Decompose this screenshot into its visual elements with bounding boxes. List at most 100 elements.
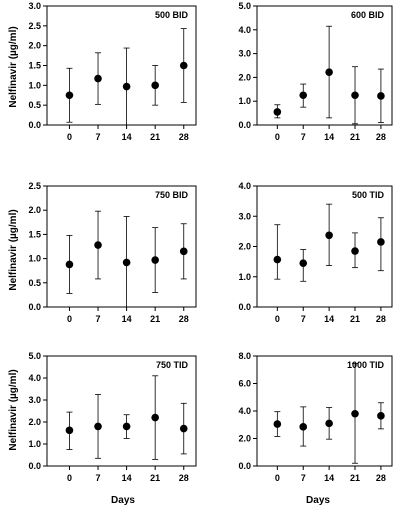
x-tick-label: 28: [179, 314, 189, 324]
x-tick-label: 21: [150, 314, 160, 324]
y-tick-label: 5.0: [28, 351, 41, 361]
x-tick-label: 7: [96, 473, 101, 483]
x-tick-label: 7: [301, 132, 306, 142]
y-tick-label: 0.0: [28, 120, 41, 130]
data-point: [151, 81, 159, 90]
x-tick-label: 28: [179, 132, 189, 142]
data-point: [65, 91, 74, 100]
y-tick-label: 4.0: [238, 181, 251, 191]
data-point: [122, 258, 131, 267]
y-tick-label: 0.0: [238, 461, 251, 471]
y-tick-label: 1.0: [238, 96, 251, 106]
y-tick-label: 1.0: [28, 80, 41, 90]
plot-frame: [256, 355, 393, 467]
data-point: [377, 92, 385, 100]
y-tick-label: 3.0: [238, 211, 251, 221]
x-axis-title-left: Days: [111, 495, 135, 506]
panel-title: 750 TID: [156, 360, 189, 370]
data-point: [179, 424, 188, 433]
y-tick-label: 1.5: [28, 61, 41, 71]
x-tick-label: 0: [275, 314, 280, 324]
x-tick-label: 14: [324, 314, 334, 324]
panel-title: 1000 TID: [347, 360, 385, 370]
data-point: [179, 61, 188, 70]
y-tick-label: 1.0: [238, 272, 251, 282]
y-tick-label: 0.5: [28, 278, 41, 288]
data-point: [179, 247, 188, 256]
chart-panel-2: 0.0 1.0 2.0 3.0 4.0 5.0 0 7 14 21 28 600 BID: [238, 1, 393, 142]
data-point: [325, 68, 333, 76]
y-tick-label: 4.0: [28, 373, 41, 383]
plot-frame: [46, 185, 197, 308]
x-tick-label: 14: [122, 132, 132, 142]
x-tick-label: 14: [122, 473, 132, 483]
x-tick-label: 0: [67, 314, 72, 324]
y-tick-label: 0.0: [238, 302, 251, 312]
y-tick-label: 2.0: [238, 72, 251, 82]
y-tick-label: 2.0: [28, 41, 41, 51]
x-tick-label: 28: [376, 132, 386, 142]
x-tick-label: 21: [350, 314, 360, 324]
y-tick-label: 0.0: [28, 461, 41, 471]
plot-frame: [46, 355, 197, 467]
x-tick-label: 28: [376, 473, 386, 483]
x-tick-label: 0: [275, 473, 280, 483]
data-point: [351, 91, 359, 100]
panel-title: 750 BID: [155, 190, 189, 200]
y-tick-label: 2.5: [28, 181, 41, 191]
y-tick-label: 3.0: [28, 1, 41, 11]
x-tick-label: 14: [122, 314, 132, 324]
y-tick-label: 3.0: [238, 49, 251, 59]
data-point: [299, 423, 308, 431]
x-axis-title-right: Days: [306, 495, 330, 506]
y-tick-label: 1.0: [28, 439, 41, 449]
data-point: [299, 91, 308, 100]
x-tick-label: 28: [376, 314, 386, 324]
chart-panel-4: 0.0 1.0 2.0 3.0 4.0 0 7 14 21 28 500 TID: [238, 181, 393, 324]
y-tick-label: 2.0: [238, 434, 251, 444]
chart-panel-1: 0.0 0.5 1.0 1.5 2.0 2.5 3.0 0 7 14 21 28 500 BID: [28, 1, 197, 142]
x-tick-label: 21: [350, 132, 360, 142]
y-tick-label: 2.0: [28, 417, 41, 427]
x-tick-label: 0: [67, 132, 72, 142]
y-axis-title-row-1: Nelfinavir (µg/ml): [8, 26, 19, 107]
x-tick-label: 7: [301, 473, 306, 483]
data-point: [299, 259, 308, 267]
data-point: [122, 422, 131, 431]
y-tick-label: 2.0: [28, 205, 41, 215]
data-point: [377, 412, 385, 420]
y-tick-label: 2.5: [28, 21, 41, 31]
y-tick-label: 3.0: [28, 395, 41, 405]
x-tick-label: 21: [350, 473, 360, 483]
y-axis-title-row-3: Nelfinavir (µg/ml): [8, 369, 19, 450]
data-point: [351, 409, 359, 418]
data-point: [325, 419, 333, 428]
data-point: [151, 256, 159, 264]
data-point: [325, 231, 333, 240]
x-tick-label: 7: [301, 314, 306, 324]
y-tick-label: 1.0: [28, 254, 41, 264]
x-tick-label: 28: [179, 473, 189, 483]
x-tick-label: 14: [324, 132, 334, 142]
data-point: [122, 82, 131, 91]
data-point: [377, 238, 385, 246]
data-point: [94, 422, 102, 431]
data-point: [65, 260, 74, 269]
y-tick-label: 5.0: [238, 1, 251, 11]
y-tick-label: 6.0: [238, 379, 251, 389]
y-tick-label: 0.0: [28, 302, 41, 312]
data-point: [273, 420, 282, 428]
y-tick-label: 4.0: [238, 406, 251, 416]
x-tick-label: 21: [150, 132, 160, 142]
y-axis-title-row-2: Nelfinavir (µg/ml): [8, 209, 19, 290]
y-tick-label: 0.0: [238, 120, 251, 130]
data-point: [94, 241, 102, 249]
data-point: [151, 413, 159, 422]
data-point: [65, 426, 74, 435]
y-tick-label: 2.0: [238, 242, 251, 252]
x-tick-label: 0: [67, 473, 72, 483]
chart-panel-5: 0.0 1.0 2.0 3.0 4.0 5.0 0 7 14 21 28 750 TID: [28, 351, 197, 483]
x-tick-label: 0: [275, 132, 280, 142]
y-tick-label: 0.5: [28, 100, 41, 110]
